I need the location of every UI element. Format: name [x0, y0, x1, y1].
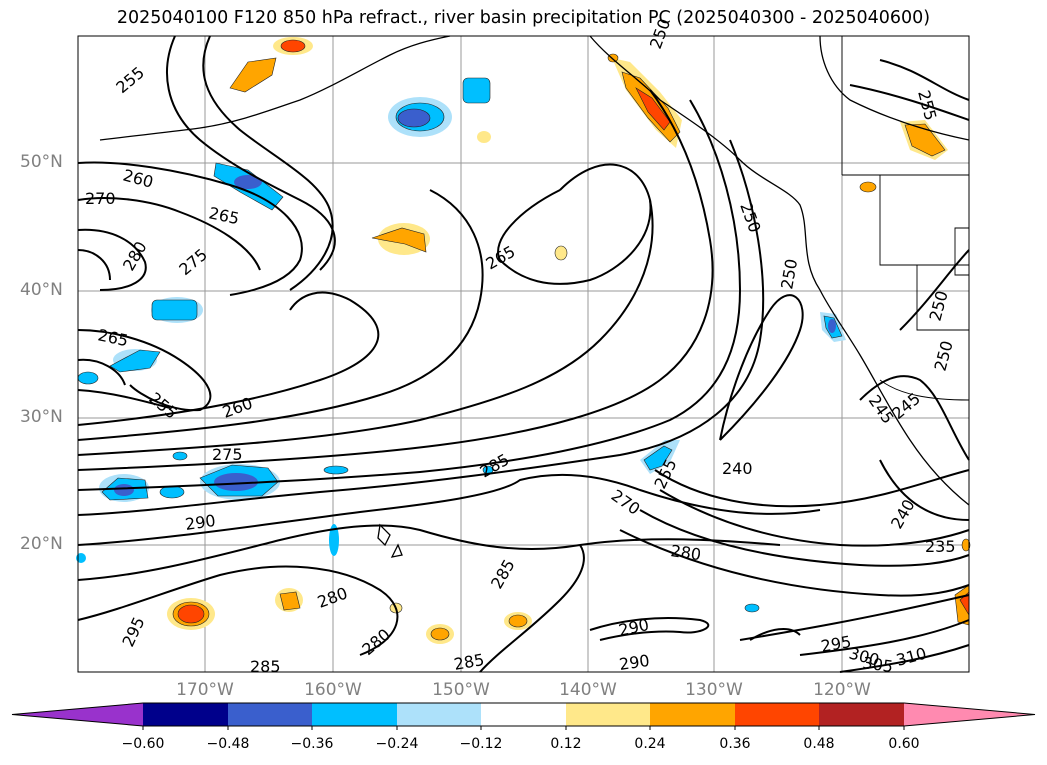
- lon-label-170w: 170°W: [176, 680, 234, 700]
- colorbar-segment: [650, 703, 735, 726]
- contour-label: 280: [669, 541, 702, 564]
- contour-label: 240: [722, 459, 753, 478]
- colorbar-tick: −0.12: [459, 736, 503, 752]
- contour-label: 305: [861, 653, 894, 676]
- coastlines: [99, 35, 970, 558]
- contour-label: 275: [212, 445, 243, 464]
- lon-label-120w: 120°W: [813, 680, 871, 700]
- map-frame: [77, 35, 970, 673]
- contour-label: 290: [618, 651, 651, 674]
- colorbar-tick: 0.60: [888, 736, 920, 752]
- colorbar-extend-min: [12, 703, 143, 726]
- colorbar-tick: 0.24: [634, 736, 666, 752]
- contour-label: 235: [925, 537, 956, 556]
- colorbar-tick: −0.60: [121, 736, 165, 752]
- lon-label-130w: 130°W: [685, 680, 743, 700]
- colorbar-segment: [566, 703, 650, 726]
- colorbar-segment: [143, 703, 228, 726]
- colorbar-tick: −0.36: [290, 736, 334, 752]
- colorbar-tick: 0.12: [550, 736, 582, 752]
- contour-label: 290: [184, 511, 217, 534]
- lat-label-50n: 50°N: [20, 152, 63, 172]
- colorbar-extend-max: [904, 703, 1035, 726]
- lon-label-160w: 160°W: [304, 680, 362, 700]
- lat-label-40n: 40°N: [20, 280, 63, 300]
- colorbar-tick: 0.48: [803, 736, 835, 752]
- contour-label: 270: [85, 189, 116, 208]
- colorbar-segment: [819, 703, 904, 726]
- map-background: [78, 36, 969, 672]
- precip-shading: [76, 37, 971, 644]
- colorbar-segment: [735, 703, 819, 726]
- contour-label: 285: [250, 657, 281, 676]
- lat-label-30n: 30°N: [20, 407, 63, 427]
- political-borders: [841, 36, 970, 401]
- colorbar-segment: [312, 703, 397, 726]
- lon-label-150w: 150°W: [432, 680, 490, 700]
- colorbar-tick: −0.48: [206, 736, 250, 752]
- colorbar-segment: [481, 703, 566, 726]
- colorbar-segment: [397, 703, 481, 726]
- lon-label-140w: 140°W: [559, 680, 617, 700]
- map-title: 2025040100 F120 850 hPa refract., river …: [116, 8, 931, 28]
- colorbar: [11, 702, 1036, 730]
- refractivity-contours: [77, 35, 970, 673]
- colorbar-segment: [228, 703, 312, 726]
- colorbar-tick: −0.24: [375, 736, 419, 752]
- lat-label-20n: 20°N: [20, 534, 63, 554]
- colorbar-tick: 0.36: [719, 736, 751, 752]
